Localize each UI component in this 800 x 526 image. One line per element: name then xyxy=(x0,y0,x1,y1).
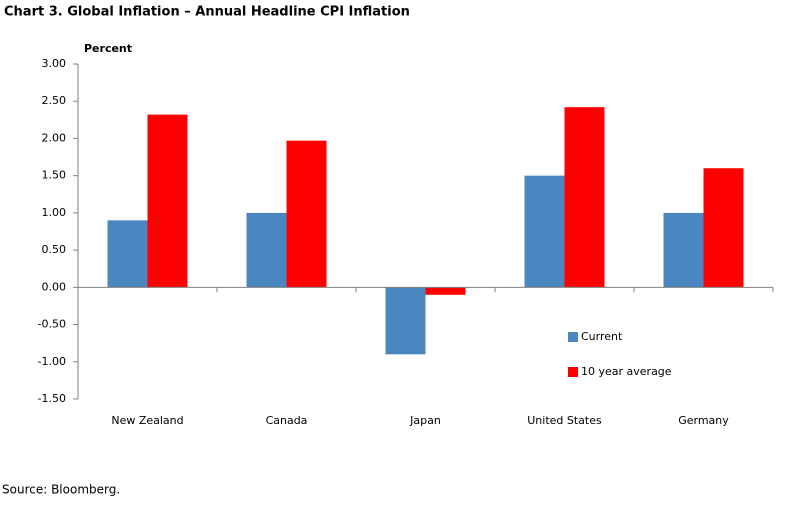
x-tick-label: Germany xyxy=(678,414,729,427)
bar xyxy=(703,168,744,288)
legend-label: Current xyxy=(581,330,623,343)
source-note: Source: Bloomberg. xyxy=(2,483,120,497)
chart-title: Chart 3. Global Inflation – Annual Headl… xyxy=(4,5,410,20)
y-tick-label: 2.00 xyxy=(42,131,67,144)
bar xyxy=(425,287,466,295)
bar xyxy=(107,220,148,288)
y-tick-label: -1.50 xyxy=(38,392,66,405)
y-tick-label: -0.50 xyxy=(38,318,66,331)
bar xyxy=(663,212,704,288)
y-tick-label: 2.50 xyxy=(42,94,67,107)
y-tick-label: -1.00 xyxy=(38,355,66,368)
x-tick-label: New Zealand xyxy=(111,414,183,427)
legend-swatch xyxy=(568,367,578,377)
bar xyxy=(147,114,188,288)
bar xyxy=(385,287,426,355)
legend-label: 10 year average xyxy=(581,365,672,378)
y-tick-label: 0.50 xyxy=(42,243,67,256)
bar xyxy=(246,212,287,288)
y-tick-label: 1.50 xyxy=(42,169,67,182)
y-tick-label: 3.00 xyxy=(42,57,67,70)
y-tick-label: 1.00 xyxy=(42,206,67,219)
y-axis-label: Percent xyxy=(84,42,132,55)
bar xyxy=(286,140,327,288)
x-tick-label: United States xyxy=(527,414,602,427)
bar xyxy=(564,107,605,288)
y-tick-label: 0.00 xyxy=(42,280,67,293)
x-tick-label: Japan xyxy=(409,414,441,427)
legend-swatch xyxy=(568,332,578,342)
x-tick-label: Canada xyxy=(266,414,308,427)
bar xyxy=(524,175,565,288)
